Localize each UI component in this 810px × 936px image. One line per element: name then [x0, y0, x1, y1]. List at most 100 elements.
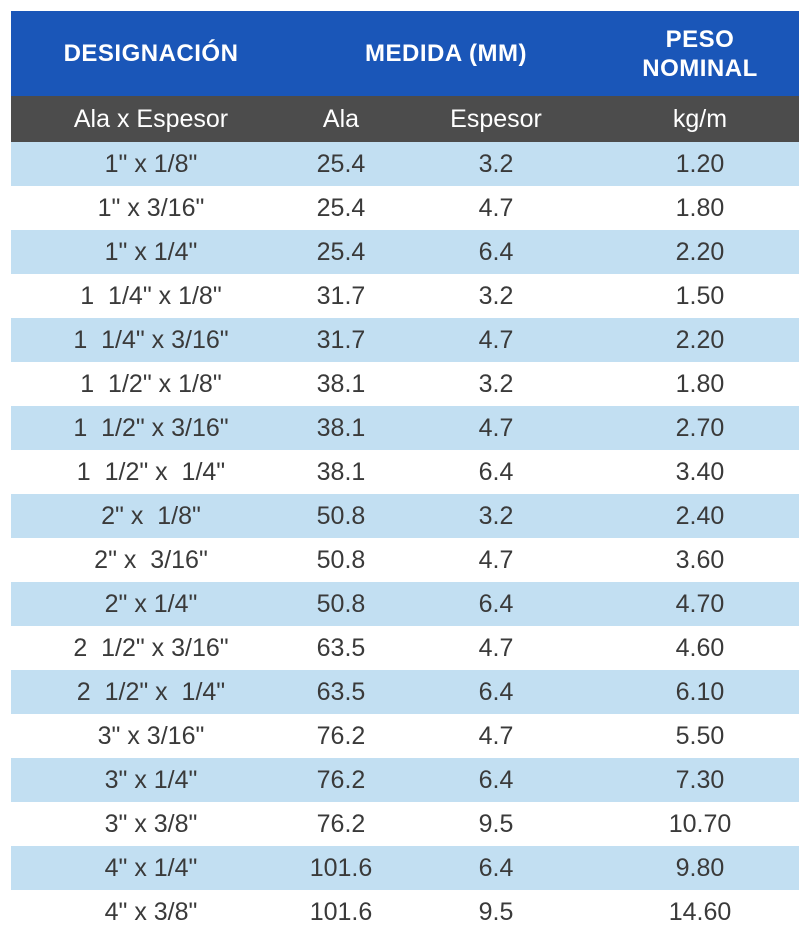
table-row: 1" x 1/4" 25.4 6.4 2.20	[11, 230, 799, 274]
table-row: 1 1/2" x 3/16" 38.1 4.7 2.70	[11, 406, 799, 450]
cell-designacion: 4" x 3/8"	[104, 897, 198, 926]
cell-designacion: 3" x 3/8"	[104, 809, 198, 838]
cell-espesor: 6.4	[478, 589, 514, 618]
cell-ala: 38.1	[316, 457, 366, 486]
cell-peso: 2.70	[675, 413, 725, 442]
header-peso-line1: PESO	[665, 25, 735, 53]
cell-ala: 38.1	[316, 413, 366, 442]
cell-peso: 2.20	[675, 325, 725, 354]
subheader-ala-x-espesor: Ala x Espesor	[73, 104, 229, 133]
cell-espesor: 9.5	[478, 897, 514, 926]
subheader-espesor: Espesor	[450, 104, 542, 133]
cell-espesor: 4.7	[478, 193, 514, 222]
cell-peso: 4.70	[675, 589, 725, 618]
cell-designacion: 4" x 1/4"	[104, 853, 198, 882]
cell-peso: 2.20	[675, 237, 725, 266]
cell-peso: 5.50	[675, 721, 725, 750]
cell-ala: 31.7	[316, 325, 366, 354]
cell-designacion: 1 1/4" x 1/8"	[80, 281, 222, 310]
cell-ala: 63.5	[316, 633, 366, 662]
table-subheader: Ala x Espesor Ala Espesor kg/m	[11, 96, 799, 142]
cell-peso: 3.60	[675, 545, 725, 574]
cell-ala: 50.8	[316, 501, 366, 530]
table-row: 2" x 1/4" 50.8 6.4 4.70	[11, 582, 799, 626]
table-row: 3" x 3/16" 76.2 4.7 5.50	[11, 714, 799, 758]
cell-ala: 38.1	[316, 369, 366, 398]
cell-peso: 10.70	[668, 809, 732, 838]
cell-ala: 25.4	[316, 237, 366, 266]
cell-ala: 101.6	[309, 897, 373, 926]
cell-designacion: 2" x 1/8"	[101, 501, 201, 530]
table-row: 1" x 3/16" 25.4 4.7 1.80	[11, 186, 799, 230]
cell-ala: 25.4	[316, 193, 366, 222]
cell-designacion: 3" x 1/4"	[104, 765, 198, 794]
cell-peso: 2.40	[675, 501, 725, 530]
subheader-ala: Ala	[322, 104, 360, 133]
cell-designacion: 1 1/4" x 3/16"	[73, 325, 229, 354]
cell-espesor: 6.4	[478, 853, 514, 882]
cell-espesor: 4.7	[478, 545, 514, 574]
cell-espesor: 4.7	[478, 721, 514, 750]
cell-espesor: 3.2	[478, 501, 514, 530]
cell-designacion: 1" x 3/16"	[97, 193, 205, 222]
table-row: 2 1/2" x 1/4" 63.5 6.4 6.10	[11, 670, 799, 714]
cell-ala: 31.7	[316, 281, 366, 310]
cell-designacion: 2" x 1/4"	[104, 589, 198, 618]
header-peso-nominal: PESO NOMINAL	[601, 11, 799, 96]
cell-designacion: 2 1/2" x 3/16"	[73, 633, 229, 662]
table-row: 1 1/4" x 3/16" 31.7 4.7 2.20	[11, 318, 799, 362]
cell-espesor: 6.4	[478, 765, 514, 794]
cell-espesor: 6.4	[478, 457, 514, 486]
cell-peso: 1.50	[675, 281, 725, 310]
cell-ala: 101.6	[309, 853, 373, 882]
cell-espesor: 4.7	[478, 325, 514, 354]
table-row: 1 1/2" x 1/8" 38.1 3.2 1.80	[11, 362, 799, 406]
table-body: 1" x 1/8" 25.4 3.2 1.20 1" x 3/16" 25.4 4.7 1.8…	[11, 142, 799, 934]
cell-ala: 76.2	[316, 721, 366, 750]
cell-designacion: 2" x 3/16"	[94, 545, 208, 574]
cell-espesor: 6.4	[478, 237, 514, 266]
cell-designacion: 1" x 1/8"	[104, 149, 198, 178]
cell-espesor: 9.5	[478, 809, 514, 838]
table-row: 2 1/2" x 3/16" 63.5 4.7 4.60	[11, 626, 799, 670]
cell-designacion: 1 1/2" x 1/4"	[76, 457, 226, 486]
header-designacion: DESIGNACIÓN	[63, 40, 239, 67]
table-row: 2" x 1/8" 50.8 3.2 2.40	[11, 494, 799, 538]
cell-ala: 76.2	[316, 765, 366, 794]
cell-ala: 63.5	[316, 677, 366, 706]
cell-espesor: 3.2	[478, 149, 514, 178]
cell-designacion: 1" x 1/4"	[104, 237, 198, 266]
table-row: 4" x 3/8" 101.6 9.5 14.60	[11, 890, 799, 934]
subheader-kg-m: kg/m	[672, 104, 728, 133]
cell-designacion: 3" x 3/16"	[97, 721, 205, 750]
cell-designacion: 2 1/2" x 1/4"	[76, 677, 226, 706]
table-row: 3" x 1/4" 76.2 6.4 7.30	[11, 758, 799, 802]
cell-ala: 25.4	[316, 149, 366, 178]
header-peso-line2: NOMINAL	[642, 54, 758, 82]
cell-ala: 50.8	[316, 545, 366, 574]
cell-peso: 1.80	[675, 193, 725, 222]
table-row: 3" x 3/8" 76.2 9.5 10.70	[11, 802, 799, 846]
table-row: 1 1/2" x 1/4" 38.1 6.4 3.40	[11, 450, 799, 494]
cell-ala: 76.2	[316, 809, 366, 838]
cell-espesor: 4.7	[478, 413, 514, 442]
table-row: 1 1/4" x 1/8" 31.7 3.2 1.50	[11, 274, 799, 318]
cell-peso: 1.80	[675, 369, 725, 398]
cell-peso: 4.60	[675, 633, 725, 662]
cell-espesor: 6.4	[478, 677, 514, 706]
cell-peso: 6.10	[675, 677, 725, 706]
header-medida: MEDIDA (MM)	[365, 40, 527, 67]
cell-peso: 14.60	[668, 897, 732, 926]
cell-espesor: 4.7	[478, 633, 514, 662]
cell-designacion: 1 1/2" x 1/8"	[80, 369, 222, 398]
cell-peso: 3.40	[675, 457, 725, 486]
cell-peso: 1.20	[675, 149, 725, 178]
angle-spec-table: DESIGNACIÓN MEDIDA (MM) PESO NOMINAL Ala…	[11, 11, 799, 934]
cell-peso: 7.30	[675, 765, 725, 794]
cell-ala: 50.8	[316, 589, 366, 618]
cell-espesor: 3.2	[478, 369, 514, 398]
cell-espesor: 3.2	[478, 281, 514, 310]
table-header: DESIGNACIÓN MEDIDA (MM) PESO NOMINAL	[11, 11, 799, 96]
cell-designacion: 1 1/2" x 3/16"	[73, 413, 229, 442]
table-row: 1" x 1/8" 25.4 3.2 1.20	[11, 142, 799, 186]
